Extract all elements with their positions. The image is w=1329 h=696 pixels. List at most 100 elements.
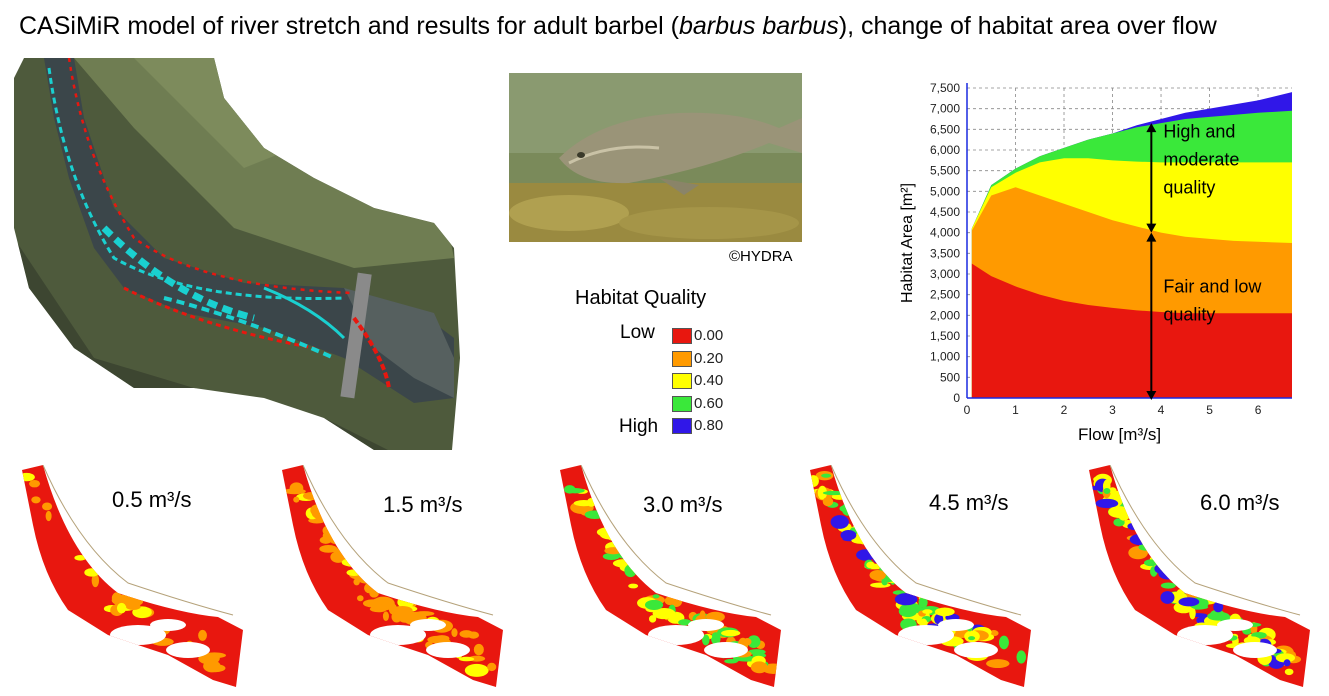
habitat-patch [473, 643, 484, 656]
y-tick-label: 3,500 [930, 246, 960, 260]
x-axis-label: Flow [m³/s] [1078, 425, 1161, 444]
area-series [971, 263, 1292, 398]
habitat-patch [702, 634, 710, 646]
habitat-patch [22, 472, 35, 482]
x-tick-label: 2 [1061, 403, 1068, 417]
habitat-patch [293, 496, 300, 503]
dry-area [110, 625, 166, 645]
habitat-patch [283, 488, 306, 495]
habitat-patch [357, 574, 377, 584]
y-tick-label: 6,500 [930, 122, 960, 136]
habitat-patch [31, 496, 41, 504]
habitat-patch [346, 569, 362, 576]
legend-swatch [672, 351, 692, 367]
habitat-patch [45, 510, 52, 522]
flow-label: 6.0 m³/s [1200, 490, 1280, 515]
dry-area [648, 625, 704, 645]
habitat-patch [359, 571, 367, 576]
habitat-patch [76, 541, 86, 547]
legend-swatch [672, 373, 692, 389]
arrowhead [1146, 391, 1157, 400]
legend-high-label: High [619, 416, 659, 437]
habitat-patch [1128, 546, 1148, 560]
habitat-patch [362, 599, 383, 608]
habitat-patch [710, 632, 721, 645]
chart-annotation: Fair and low [1163, 277, 1262, 297]
dry-area [150, 619, 186, 631]
habitat-patch [487, 662, 497, 672]
habitat-patch [84, 568, 100, 577]
x-tick-label: 6 [1255, 403, 1262, 417]
chart-annotation: moderate [1163, 150, 1239, 170]
habitat-patch [1016, 650, 1027, 664]
habitat-patch [364, 582, 375, 594]
habitat-patch [310, 504, 325, 516]
habitat-patch [353, 578, 360, 586]
y-tick-label: 3,000 [930, 267, 960, 281]
habitat-patch [357, 595, 364, 602]
barbel-fish-photo [509, 73, 802, 242]
bank-outline [830, 465, 1022, 616]
habitat-patch [1154, 563, 1172, 575]
bank-outline [580, 465, 772, 616]
habitat-patch [1103, 487, 1111, 494]
habitat-patch [322, 529, 341, 543]
habitat-area-chart: 0 500 1,000 1,500 2,000 2,500 3,000 3,500 4,000 4… [892, 78, 1302, 463]
habitat-patch [644, 599, 664, 610]
habitat-patch [116, 602, 127, 614]
arrowhead [1146, 223, 1157, 233]
habitat-patch [126, 603, 141, 610]
habitat-patch [934, 607, 955, 617]
habitat-map [282, 465, 503, 687]
habitat-patch [458, 656, 475, 662]
bank-outline [1109, 465, 1301, 616]
legend-swatch [672, 418, 692, 434]
y-tick-label: 7,000 [930, 102, 960, 116]
y-tick-label: 4,500 [930, 205, 960, 219]
arrowhead [1146, 232, 1157, 242]
habitat-patch [1178, 597, 1200, 607]
legend-low-label: Low [620, 322, 655, 343]
chart-annotation: quality [1163, 178, 1215, 198]
dry-area [1217, 619, 1253, 631]
habitat-patch [1129, 533, 1152, 546]
habitat-patch [42, 502, 53, 511]
y-tick-label: 6,000 [930, 143, 960, 157]
dry-area [704, 642, 748, 658]
y-tick-label: 7,500 [930, 81, 960, 95]
habitat-patch [413, 611, 435, 617]
habitat-patch [968, 636, 976, 641]
flow-label: 4.5 m³/s [929, 490, 1009, 515]
habitat-patch [894, 593, 918, 606]
habitat-patch [864, 537, 871, 548]
habitat-patch [1283, 659, 1291, 667]
y-tick-label: 500 [940, 370, 960, 384]
dry-area [898, 625, 954, 645]
legend-swatch [672, 396, 692, 412]
habitat-patch [205, 664, 226, 673]
y-axis-label: Habitat Area [m²] [899, 183, 916, 303]
x-tick-label: 3 [1109, 403, 1116, 417]
habitat-patch [1144, 559, 1158, 567]
habitat-patch [856, 549, 876, 561]
flow-label: 1.5 m³/s [383, 492, 463, 517]
x-tick-label: 5 [1206, 403, 1213, 417]
habitat-patch [606, 530, 626, 542]
legend-value: 0.20 [694, 350, 724, 367]
habitat-patch [74, 555, 87, 561]
y-tick-label: 1,000 [930, 350, 960, 364]
habitat-patch [652, 607, 676, 620]
habitat-patch [1275, 653, 1296, 663]
dry-area [426, 642, 470, 658]
habitat-patch [840, 530, 857, 541]
x-tick-label: 0 [964, 403, 971, 417]
habitat-patch [1108, 487, 1117, 494]
habitat-patch [822, 490, 846, 496]
habitat-patch [748, 649, 766, 655]
habitat-patch [922, 609, 933, 614]
habitat-patch [1160, 582, 1176, 589]
chart-annotation: High and [1163, 122, 1235, 142]
habitat-patch [648, 615, 657, 623]
habitat-patch [750, 661, 768, 674]
habitat-map [810, 465, 1031, 687]
